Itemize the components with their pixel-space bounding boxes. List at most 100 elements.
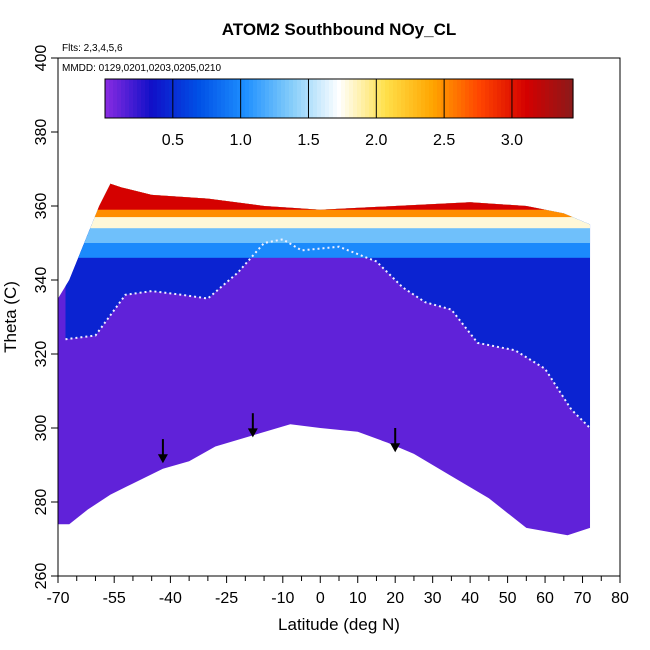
x-axis: -70 -55 -40 -25 -10 0 10 20 30 40 50 60 70 80: [46, 576, 629, 607]
colorbar-cell: [233, 79, 238, 118]
colorbar-cell: [381, 79, 386, 118]
colorbar-cell: [137, 79, 142, 118]
colorbar-cell: [489, 79, 494, 118]
colorbar-cell: [365, 79, 370, 118]
colorbar-cell: [421, 79, 426, 118]
colorbar-cell: [325, 79, 330, 118]
colorbar: 0.5 1.0 1.5 2.0 2.5 3.0: [104, 78, 574, 149]
y-tick-label: 320: [33, 341, 50, 368]
colorbar-cell: [413, 79, 418, 118]
colorbar-cell: [113, 79, 118, 118]
x-tick-label: -10: [271, 590, 294, 607]
x-tick-label: 50: [499, 590, 517, 607]
arrow-head: [157, 454, 168, 464]
arrow-head: [390, 443, 401, 453]
colorbar-cell: [201, 79, 206, 118]
colorbar-cell: [221, 79, 226, 118]
colorbar-cell: [313, 79, 318, 118]
y-axis-label: Theta (C): [1, 281, 20, 353]
y-axis: 260 280 300 320 340 360 380 400: [33, 45, 58, 590]
colorbar-cell: [173, 79, 178, 118]
colorbar-cell: [281, 79, 286, 118]
colorbar-cell: [453, 79, 458, 118]
colorbar-cell: [213, 79, 218, 118]
colorbar-cell: [557, 79, 562, 118]
colorbar-cell: [277, 79, 282, 118]
colorbar-cell: [153, 79, 158, 118]
y-tick-label: 380: [33, 119, 50, 146]
colorbar-cell: [545, 79, 550, 118]
colorbar-cell: [397, 79, 402, 118]
colorbar-cell: [189, 79, 194, 118]
colorbar-cell: [145, 79, 150, 118]
colorbar-tick-label: 2.0: [365, 132, 387, 149]
colorbar-cell: [525, 79, 530, 118]
colorbar-cell: [285, 79, 290, 118]
colorbar-cell: [541, 79, 546, 118]
colorbar-cell: [265, 79, 270, 118]
colorbar-cell: [485, 79, 490, 118]
colorbar-cell: [529, 79, 534, 118]
x-tick-label: -70: [46, 590, 69, 607]
colorbar-cell: [129, 79, 134, 118]
colorbar-cell: [505, 79, 510, 118]
colorbar-cell: [249, 79, 254, 118]
colorbar-cell: [389, 79, 394, 118]
colorbar-cell: [225, 79, 230, 118]
colorbar-cell: [409, 79, 414, 118]
colorbar-cell: [105, 79, 110, 118]
colorbar-cell: [185, 79, 190, 118]
colorbar-cell: [333, 79, 338, 118]
colorbar-cell: [445, 79, 450, 118]
flights-label: Flts: 2,3,4,5,6: [62, 43, 123, 54]
colorbar-cell: [561, 79, 566, 118]
colorbar-cell: [501, 79, 506, 118]
colorbar-cell: [553, 79, 558, 118]
colorbar-cell: [197, 79, 202, 118]
colorbar-cell: [405, 79, 410, 118]
colorbar-cell: [293, 79, 298, 118]
colorbar-tick-label: 0.5: [162, 132, 184, 149]
colorbar-cell: [229, 79, 234, 118]
y-tick-label: 260: [33, 563, 50, 590]
colorbar-cell: [549, 79, 554, 118]
colorbar-cell: [481, 79, 486, 118]
colorbar-tick-label: 1.5: [297, 132, 319, 149]
colorbar-cell: [357, 79, 362, 118]
colorbar-cell: [533, 79, 538, 118]
colorbar-cell: [469, 79, 474, 118]
x-tick-label: 80: [611, 590, 629, 607]
x-axis-label: Latitude (deg N): [278, 615, 400, 634]
data-layer: [58, 183, 591, 536]
noy-field: [58, 183, 591, 536]
colorbar-cell: [117, 79, 122, 118]
x-tick-label: 10: [349, 590, 367, 607]
colorbar-cell: [345, 79, 350, 118]
colorbar-cell: [401, 79, 406, 118]
colorbar-cell: [245, 79, 250, 118]
colorbar-cell: [361, 79, 366, 118]
arrow-head: [247, 428, 258, 438]
colorbar-cell: [429, 79, 434, 118]
colorbar-tick-label: 2.5: [433, 132, 455, 149]
colorbar-cell: [385, 79, 390, 118]
colorbar-cell: [373, 79, 378, 118]
colorbar-cell: [193, 79, 198, 118]
colorbar-cell: [133, 79, 138, 118]
y-tick-label: 300: [33, 415, 50, 442]
colorbar-cell: [289, 79, 294, 118]
colorbar-cell: [537, 79, 542, 118]
colorbar-cell: [517, 79, 522, 118]
colorbar-cell: [161, 79, 166, 118]
colorbar-cell: [353, 79, 358, 118]
x-tick-label: 60: [536, 590, 554, 607]
colorbar-cell: [297, 79, 302, 118]
colorbar-cell: [341, 79, 346, 118]
colorbar-cell: [305, 79, 310, 118]
colorbar-cell: [461, 79, 466, 118]
x-tick-label: 30: [424, 590, 442, 607]
x-tick-label: -25: [215, 590, 238, 607]
colorbar-cell: [457, 79, 462, 118]
colorbar-frame: [104, 78, 574, 119]
colorbar-cell: [125, 79, 130, 118]
